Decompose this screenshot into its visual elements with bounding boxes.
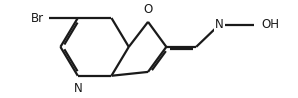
Text: OH: OH — [262, 18, 280, 31]
Text: Br: Br — [31, 11, 44, 24]
Text: N: N — [73, 83, 82, 95]
Text: O: O — [143, 3, 153, 16]
Text: N: N — [215, 18, 224, 31]
